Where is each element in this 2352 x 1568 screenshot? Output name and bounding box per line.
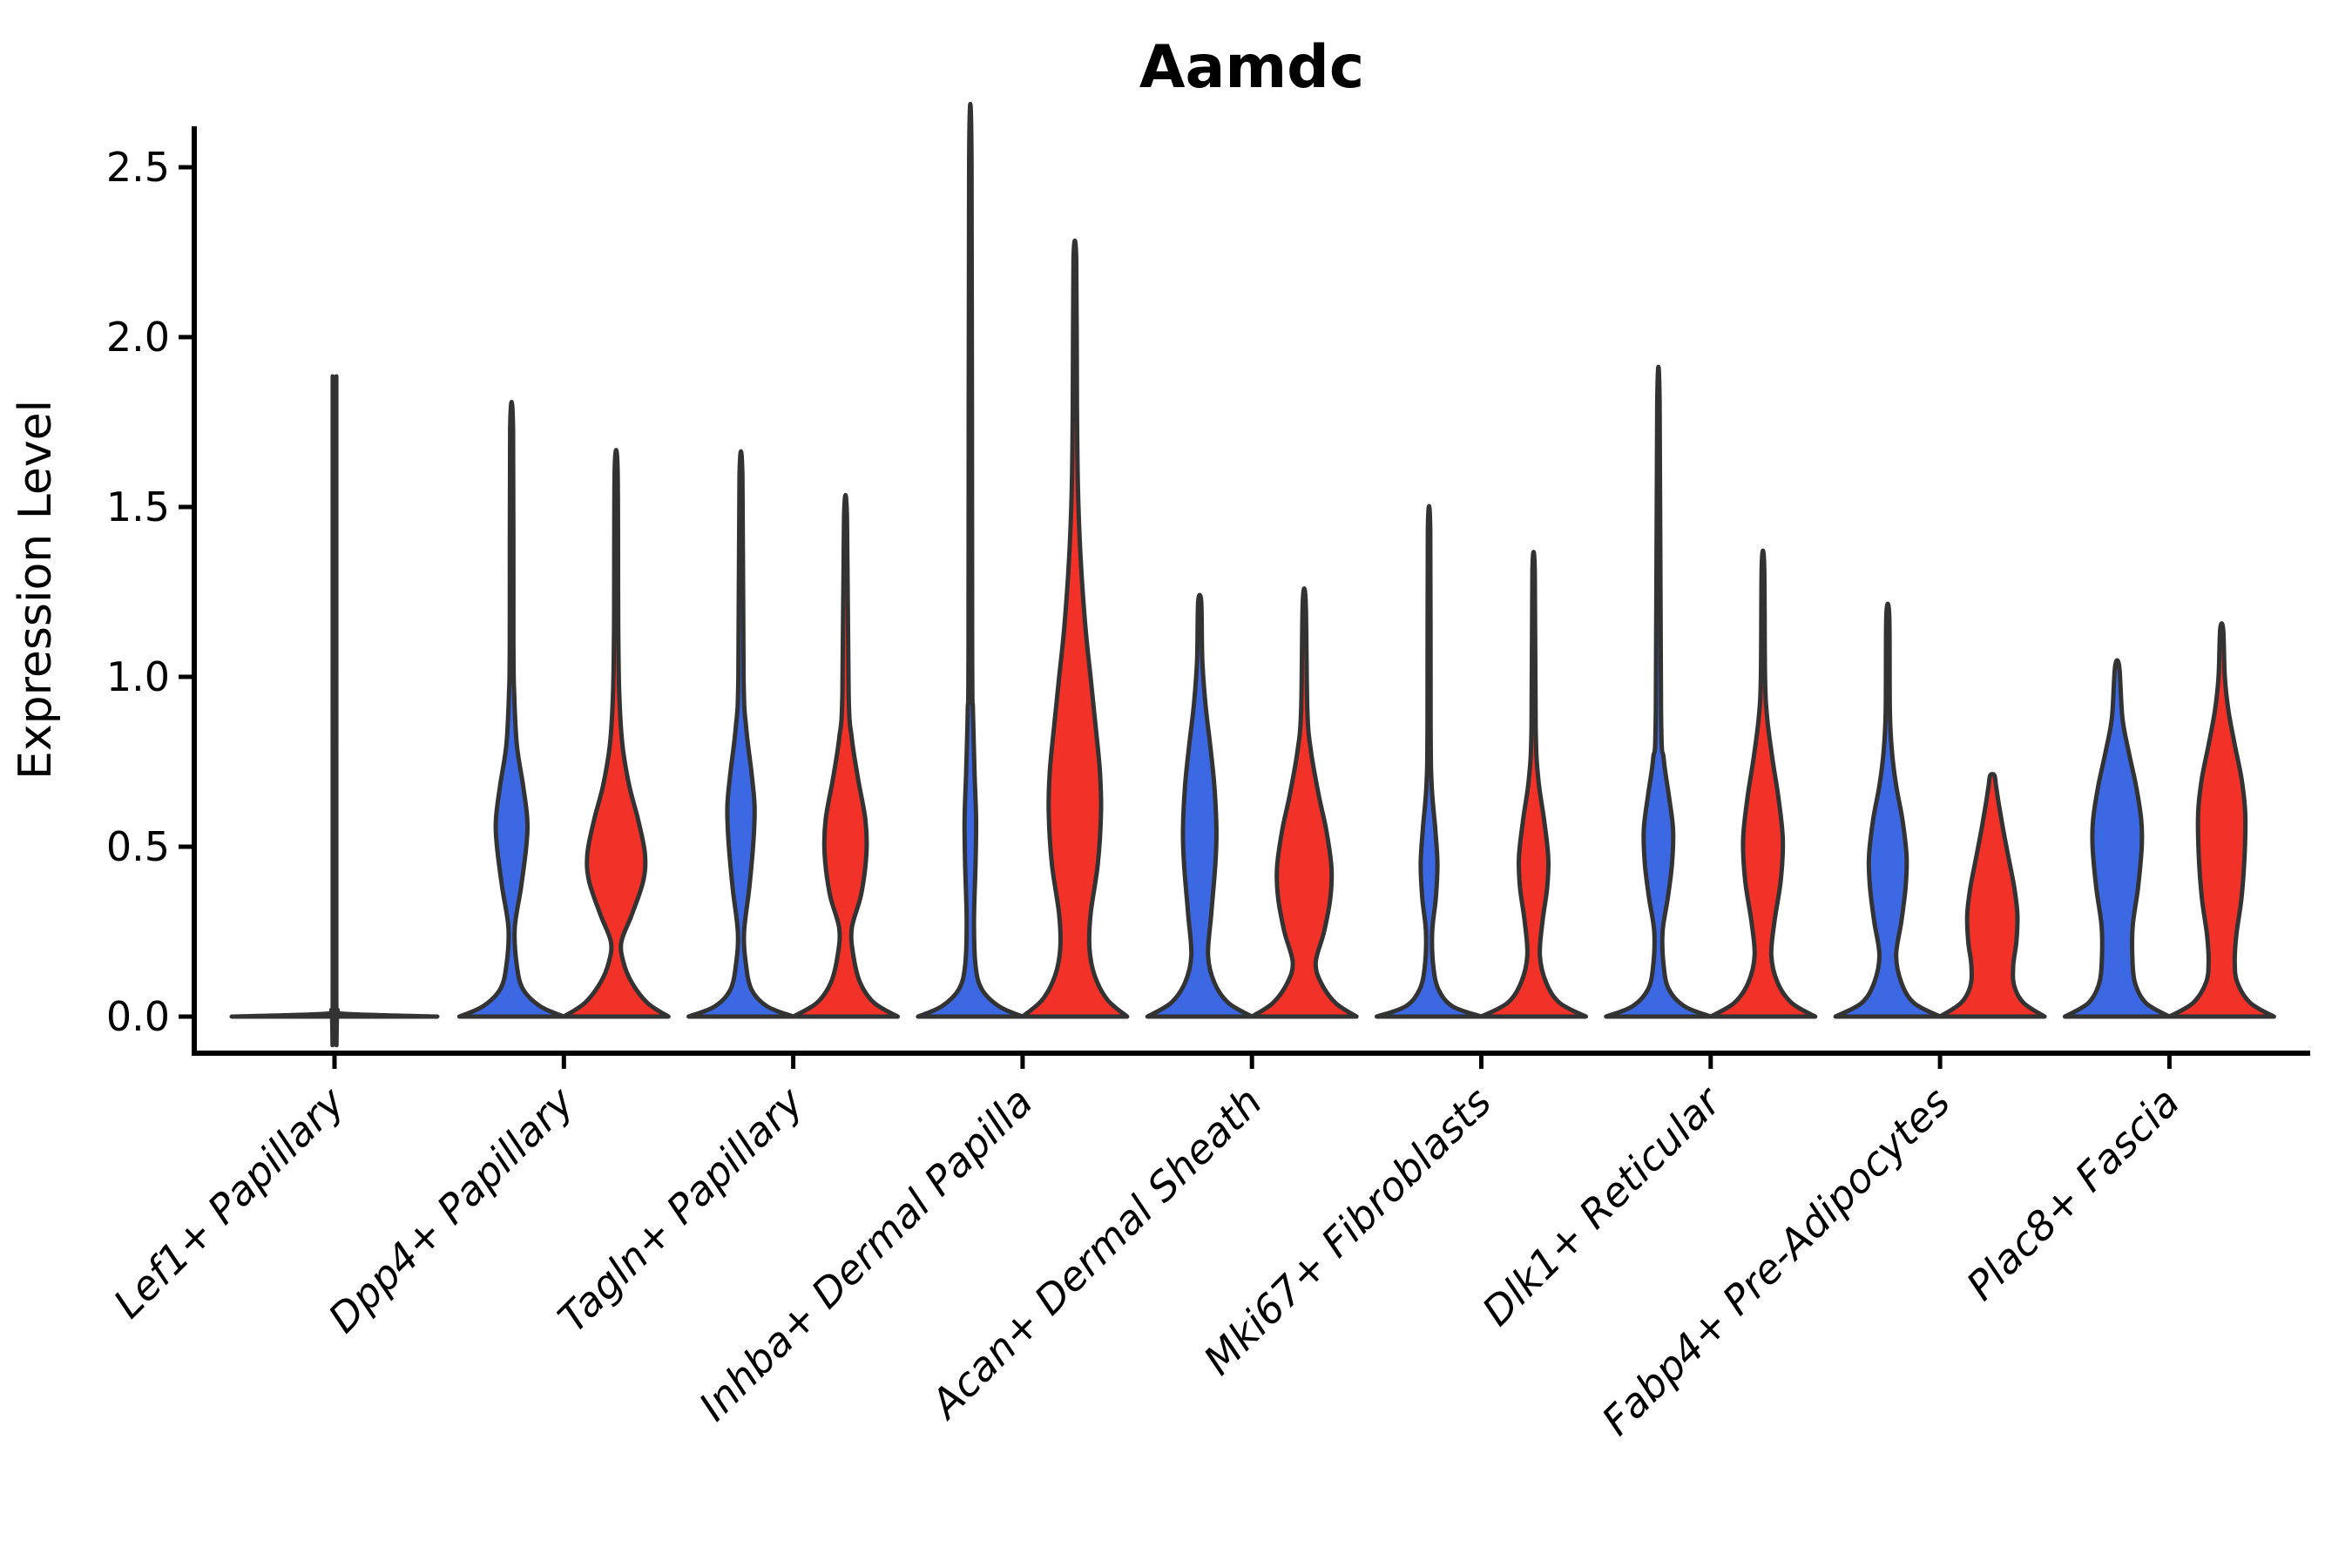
violin-left-Plac8+ Fascia [2062,658,2172,1019]
x-tick-label: Tagln+ Papillary [549,1078,813,1342]
violin-left-Inhba+ Dermal Papilla [916,101,1025,1019]
y-tick-label: 1.5 [106,483,170,531]
violins-group [229,101,2276,1048]
violin-right-Tagln+ Papillary [791,493,901,1019]
violin-left-Acan+ Dermal Sheath [1145,592,1254,1019]
violin-right-Dlk1+ Reticular [1708,548,1818,1019]
y-tick-label: 0.0 [106,993,170,1040]
violin-left-Mki67+ Fibroblasts [1375,504,1484,1019]
violin-left-Fabp4+ Pre-Adipocytes [1833,601,1943,1019]
x-tick-label: Dlk1+ Reticular [1473,1076,1732,1335]
x-tick-label: Dpp4+ Papillary [319,1078,583,1342]
violin-right-Dpp4+ Papillary [561,448,671,1019]
y-tick-label: 2.5 [106,144,170,191]
y-axis-ticks-group: 0.0 0.5 1.0 1.5 2.0 2.5 [106,144,194,1040]
y-tick-label: 0.5 [106,823,170,870]
violin-right-Mki67+ Fibroblasts [1479,550,1588,1019]
violin-right-Fabp4+ Pre-Adipocytes [1937,772,2047,1019]
x-tick-label: Lef1+ Papillary [105,1078,354,1327]
violin-left-Dpp4+ Papillary [456,400,566,1019]
violin-single-Lef1+ Papillary [229,374,440,1048]
violin-right-Plac8+ Fascia [2166,621,2276,1019]
y-tick-label: 1.0 [106,653,170,700]
plot-title: Aamdc [1139,33,1364,102]
violin-left-Tagln+ Papillary [686,449,796,1019]
violin-left-Dlk1+ Reticular [1604,364,1713,1019]
x-tick-label: Plac8+ Fascia [1957,1078,2188,1309]
violin-right-Inhba+ Dermal Papilla [1020,238,1130,1019]
violin-right-Acan+ Dermal Sheath [1249,586,1359,1019]
y-axis-label: Expression Level [10,400,62,780]
y-tick-label: 2.0 [106,314,170,361]
